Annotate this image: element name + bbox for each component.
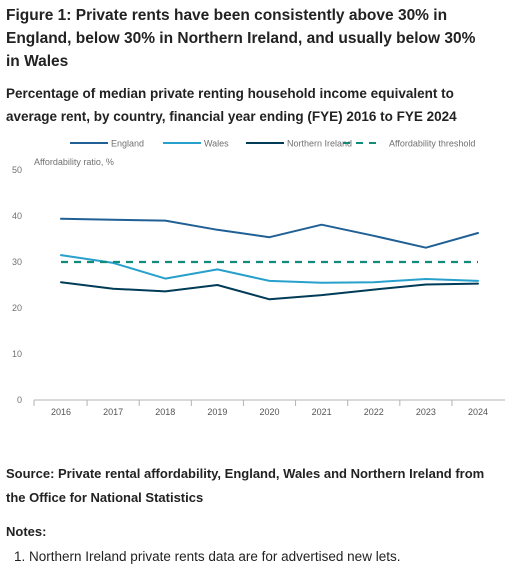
x-tick-label: 2021: [312, 407, 332, 417]
x-axis: 2016 2017 2018 2019 2020 2021 2022 2023 2024: [33, 400, 488, 417]
y-tick-label: 20: [12, 303, 22, 313]
notes-list: 1. Northern Ireland private rents data a…: [6, 546, 400, 568]
figure-subtitle: Percentage of median private renting hou…: [6, 86, 457, 124]
figure-title: Figure 1: Private rents have been consis…: [6, 7, 476, 70]
x-tick-label: 2019: [207, 407, 227, 417]
notes-heading: Notes:: [6, 524, 47, 539]
x-tick-label: 2016: [51, 407, 71, 417]
y-tick-label: 50: [12, 165, 22, 175]
series-lines: [60, 217, 479, 301]
x-tick-label: 2018: [155, 407, 175, 417]
y-tick-label: 10: [12, 349, 22, 359]
y-tick-label: 0: [17, 395, 22, 405]
x-tick-label: 2023: [416, 407, 436, 417]
chart-legend: England Wales Northern Ireland Affordabilit…: [70, 139, 475, 149]
line-chart: England Wales Northern Ireland Affordabilit…: [12, 139, 505, 417]
legend-label-wales: Wales: [204, 139, 229, 149]
legend-label-affordability-threshold: Affordability threshold: [389, 139, 475, 149]
y-axis: 0 10 20 30 40 50: [12, 165, 22, 405]
source-text: Source: Private rental affordability, En…: [6, 466, 485, 505]
legend-label-northern-ireland: Northern Ireland: [287, 139, 352, 149]
y-tick-label: 40: [12, 211, 22, 221]
series-line-wales: [60, 254, 479, 284]
y-tick-label: 30: [12, 257, 22, 267]
legend-label-england: England: [111, 139, 144, 149]
series-line-england: [60, 217, 479, 249]
x-tick-label: 2017: [103, 407, 123, 417]
x-tick-label: 2022: [364, 407, 384, 417]
note-item: 1. Northern Ireland private rents data a…: [14, 549, 401, 564]
series-line-northern-ireland: [60, 281, 479, 301]
x-tick-label: 2020: [259, 407, 279, 417]
y-axis-label: Affordability ratio, %: [34, 157, 114, 167]
x-tick-label: 2024: [468, 407, 488, 417]
